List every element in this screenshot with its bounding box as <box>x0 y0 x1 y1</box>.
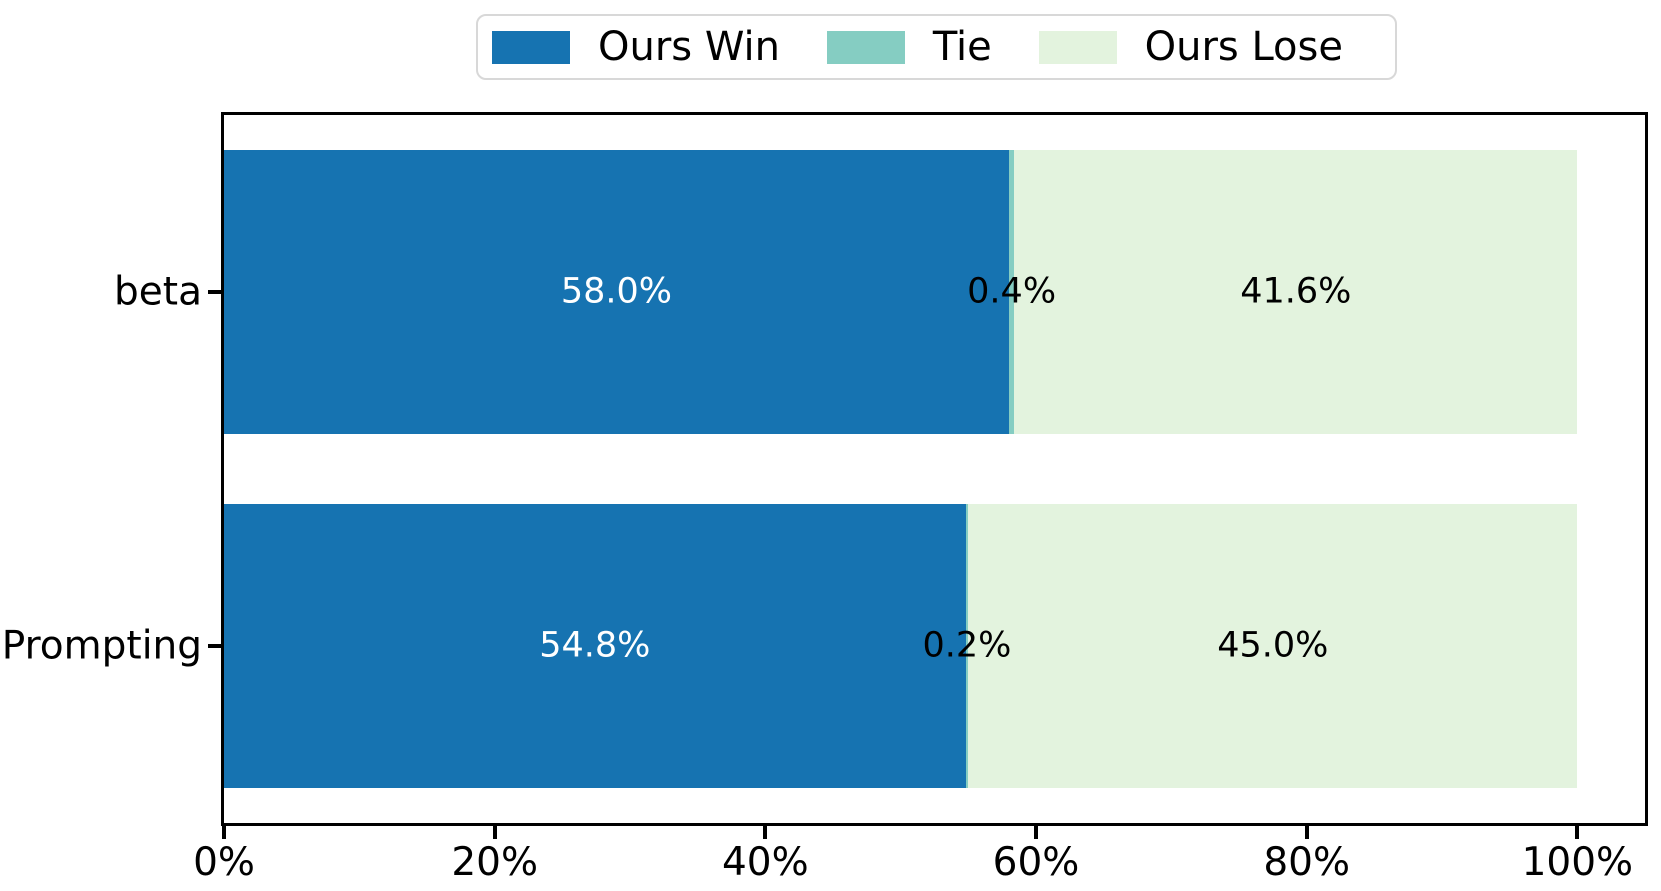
legend-swatch-tie <box>826 30 905 64</box>
x-tick-mark <box>222 826 226 839</box>
x-tick-mark <box>1034 826 1038 839</box>
bar-segment-ours-lose <box>1014 150 1578 434</box>
bar-segment-tie <box>965 504 969 788</box>
bar-segment-label: 0.4% <box>967 271 1057 312</box>
x-tick-mark <box>1575 826 1580 839</box>
x-tick-mark <box>763 826 768 839</box>
legend-label: Ours Lose <box>1144 24 1343 70</box>
x-tick-mark <box>1304 826 1309 839</box>
bar-segment-label: 58.0% <box>560 271 673 312</box>
y-tick-label-prompting: Prompting <box>1 623 202 669</box>
legend-item-ours-lose: Ours Lose <box>1038 24 1343 70</box>
bar-segment-label: 54.8% <box>539 625 651 666</box>
legend-swatch-ours-lose <box>1038 30 1117 64</box>
x-tick-label: 40% <box>721 840 809 885</box>
x-tick-label: 80% <box>1263 840 1350 885</box>
x-tick-label: 100% <box>1521 840 1634 885</box>
x-tick-label: 0% <box>193 840 255 885</box>
legend-swatch-ours-win <box>492 30 570 64</box>
bar-segment-label: 0.2% <box>922 625 1012 666</box>
plot-area: 58.0% 0.4% 41.6% 54.8% 0.2% 45.0% <box>224 115 1645 823</box>
bar-segment-tie <box>1008 150 1015 434</box>
y-tick-label-beta: beta <box>114 269 202 315</box>
bar-row-beta: 58.0% 0.4% 41.6% <box>224 150 1645 434</box>
chart-legend: Ours Win Tie Ours Lose <box>476 14 1397 80</box>
x-tick-mark <box>492 826 497 839</box>
y-tick-mark <box>208 644 221 648</box>
x-tick-label: 60% <box>992 840 1080 885</box>
bar-segment-ours-win <box>224 150 1009 434</box>
x-tick-label: 20% <box>451 840 538 885</box>
bar-segment-label: 45.0% <box>1217 625 1329 666</box>
bar-row-prompting: 54.8% 0.2% 45.0% <box>224 504 1645 788</box>
legend-label: Tie <box>932 24 992 70</box>
bar-segment-ours-lose <box>968 504 1578 788</box>
y-tick-mark <box>208 290 221 294</box>
legend-label: Ours Win <box>598 24 780 70</box>
legend-item-tie: Tie <box>826 24 992 70</box>
bar-segment-label: 41.6% <box>1240 271 1352 312</box>
bar-segment-ours-win <box>224 504 966 788</box>
legend-item-ours-win: Ours Win <box>492 27 780 67</box>
